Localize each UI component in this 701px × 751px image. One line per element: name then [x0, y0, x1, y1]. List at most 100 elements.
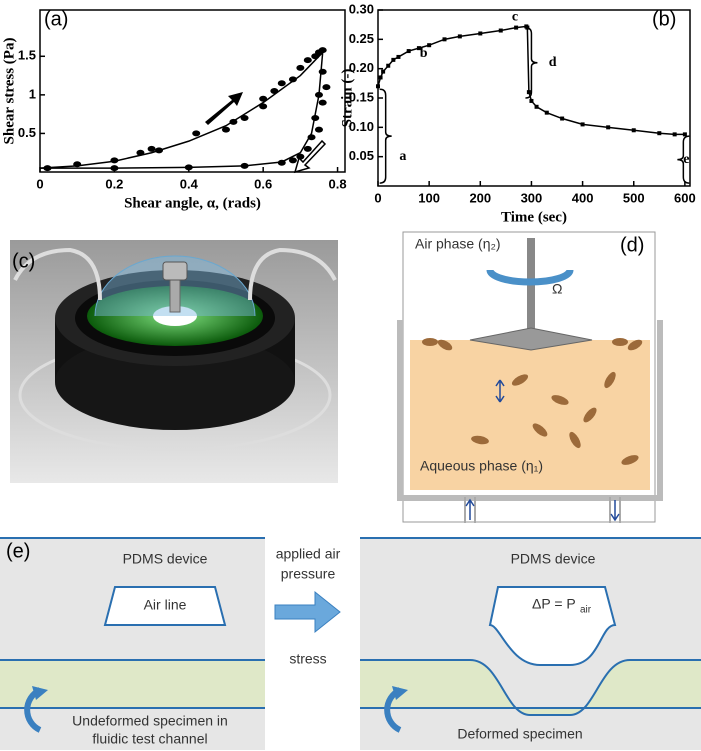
x-tick-label: 300	[521, 190, 543, 205]
data-point	[378, 75, 383, 80]
plot-frame	[377, 9, 691, 187]
data-point	[318, 99, 327, 106]
x-tick-label: 200	[469, 190, 491, 205]
air-line-label: Air line	[144, 597, 187, 613]
data-point	[381, 69, 386, 74]
y-tick-label: 0.05	[349, 148, 374, 163]
data-point	[514, 25, 519, 30]
data-point	[240, 115, 249, 121]
x-tick-label: 100	[418, 190, 440, 205]
annotation: d	[549, 55, 557, 70]
data-point	[303, 145, 312, 152]
panel-d	[397, 231, 663, 523]
data-point	[192, 130, 201, 137]
data-point	[682, 132, 687, 137]
data-point	[296, 64, 305, 71]
panel-label: (d)	[620, 234, 644, 256]
omega-label: Ω	[552, 281, 562, 297]
y-tick-label: 0.10	[349, 119, 374, 134]
y-tick-label: 0.15	[349, 89, 374, 104]
data-point	[657, 131, 662, 136]
data-line	[39, 51, 324, 169]
y-tick-label: 0.5	[18, 125, 36, 140]
data-point	[416, 46, 421, 51]
device-label: PDMS device	[123, 551, 208, 567]
data-point	[221, 126, 230, 133]
data-point	[318, 68, 327, 75]
annotation: e	[683, 152, 689, 167]
data-line	[40, 52, 324, 169]
panel-label: (c)	[12, 250, 35, 272]
arrow-label: stress	[289, 651, 326, 667]
data-point	[322, 84, 331, 91]
specimen-label: Deformed specimen	[457, 726, 582, 742]
x-axis-label: Shear angle, α, (rads)	[124, 195, 261, 211]
x-tick-label: 0.4	[180, 176, 199, 191]
data-point	[580, 122, 585, 127]
x-tick-label: 400	[572, 190, 594, 205]
data-point	[314, 126, 323, 133]
data-point	[391, 57, 396, 62]
plot-frame	[39, 9, 346, 173]
charts: 0 0.2 0.4 0.6 0.8 0.5 1 1.5 Shear angle, α, (rad…	[1, 1, 695, 225]
x-tick-label: 0.2	[105, 176, 123, 191]
data-point	[672, 132, 677, 137]
panel-c	[10, 240, 338, 483]
aqueous-phase-label: Aqueous phase (η₁)	[420, 458, 543, 474]
panel-label: (b)	[652, 8, 676, 30]
arrow-label: applied air	[276, 546, 341, 562]
y-tick-label: 1	[29, 86, 36, 101]
y-tick-label: 0.25	[349, 31, 374, 46]
specimen-label: fluidic test channel	[92, 731, 207, 747]
data-point	[386, 63, 391, 68]
panel-e	[0, 537, 701, 750]
x-axis-label: Time (sec)	[501, 209, 567, 225]
panel-label: (a)	[44, 8, 68, 30]
data-point	[427, 43, 432, 48]
data-point	[498, 28, 503, 33]
data-point	[529, 98, 534, 103]
pressure-label: ΔP = P	[532, 596, 576, 612]
data-point	[457, 34, 462, 39]
y-tick-label: 0.30	[349, 1, 374, 16]
x-tick-label: 600	[674, 190, 696, 205]
data-point	[544, 110, 549, 115]
load-arrow	[205, 92, 243, 125]
data-point	[396, 54, 401, 59]
annotation: a	[399, 149, 406, 164]
data-point	[631, 128, 636, 133]
brace	[379, 88, 392, 184]
data-point	[277, 80, 286, 87]
data-point	[303, 57, 312, 64]
x-tick-label: 500	[623, 190, 645, 205]
annotation: b	[420, 46, 428, 61]
data-point	[560, 116, 565, 121]
data-point	[534, 104, 539, 109]
data-point	[606, 125, 611, 130]
y-tick-label: 1.5	[18, 48, 36, 63]
x-tick-label: 0.8	[329, 176, 347, 191]
data-point	[478, 31, 483, 36]
data-point	[376, 84, 380, 89]
data-point	[442, 37, 447, 42]
data-point	[526, 90, 531, 95]
device-label: PDMS device	[511, 551, 596, 567]
pressure-subscript: air	[580, 605, 592, 616]
unload-arrow	[293, 139, 327, 174]
x-tick-label: 0.6	[254, 176, 272, 191]
x-tick-label: 0	[374, 190, 381, 205]
specimen-label: Undeformed specimen in	[72, 713, 228, 729]
data-point	[259, 103, 268, 110]
y-axis-label: Shear stress (Pa)	[1, 38, 17, 145]
y-tick-label: 0.20	[349, 60, 374, 75]
brace	[677, 135, 690, 184]
data-point	[406, 49, 411, 54]
data-point	[288, 157, 297, 164]
annotation: c	[512, 9, 518, 24]
data-point	[288, 76, 297, 83]
x-tick-label: 0	[36, 176, 43, 191]
data-point	[147, 145, 156, 152]
y-axis-label: Strain (-)	[339, 69, 355, 128]
arrow-label: pressure	[281, 566, 336, 582]
